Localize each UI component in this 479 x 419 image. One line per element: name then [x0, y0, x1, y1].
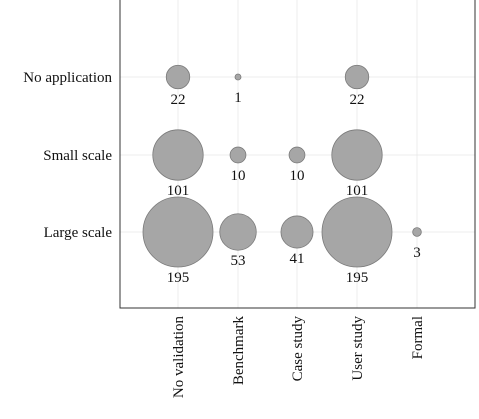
bubble-no-validation-large-scale — [142, 196, 214, 268]
x-tick-formal: Formal — [410, 316, 426, 359]
count-labels: 22 1 22 101 10 10 101 195 53 41 195 3 — [167, 90, 421, 286]
count-label-case-study-large-scale: 41 — [290, 251, 305, 267]
count-label-no-validation-small-scale: 101 — [167, 183, 190, 199]
bubble-user-study-small-scale — [331, 129, 383, 181]
y-axis-ticks: No application Small scale Large scale — [23, 70, 112, 241]
plot-frame — [119, 0, 476, 309]
bubble-no-validation-no-application — [165, 64, 191, 90]
bubble-benchmark-small-scale — [229, 146, 247, 164]
count-label-formal-large-scale: 3 — [413, 245, 421, 261]
y-tick-small-scale: Small scale — [43, 148, 112, 164]
x-tick-no-validation: No validation — [171, 316, 187, 399]
y-tick-no-application: No application — [23, 70, 112, 86]
y-tick-large-scale: Large scale — [44, 225, 113, 241]
count-label-case-study-small-scale: 10 — [290, 168, 305, 184]
x-tick-case-study: Case study — [290, 316, 306, 382]
count-label-no-validation-large-scale: 195 — [167, 270, 190, 286]
bubble-case-study-small-scale — [288, 146, 306, 164]
bubble-no-validation-small-scale — [152, 129, 204, 181]
count-label-benchmark-no-application: 1 — [234, 90, 242, 106]
count-label-user-study-no-application: 22 — [350, 92, 365, 108]
bubble-benchmark-no-application — [234, 73, 242, 81]
bubble-benchmark-large-scale — [219, 213, 257, 251]
count-label-benchmark-large-scale: 53 — [231, 253, 246, 269]
x-tick-user-study: User study — [350, 316, 366, 381]
bubble-user-study-no-application — [344, 64, 370, 90]
bubbles — [142, 64, 422, 268]
bubble-formal-large-scale — [412, 227, 422, 237]
x-tick-benchmark: Benchmark — [231, 316, 247, 386]
bubble-case-study-large-scale — [280, 215, 314, 249]
x-axis-ticks: No validation Benchmark Case study User stu… — [171, 316, 426, 399]
count-label-user-study-large-scale: 195 — [346, 270, 369, 286]
count-label-benchmark-small-scale: 10 — [231, 168, 246, 184]
bubble-user-study-large-scale — [321, 196, 393, 268]
count-label-user-study-small-scale: 101 — [346, 183, 369, 199]
count-label-no-validation-no-application: 22 — [171, 92, 186, 108]
